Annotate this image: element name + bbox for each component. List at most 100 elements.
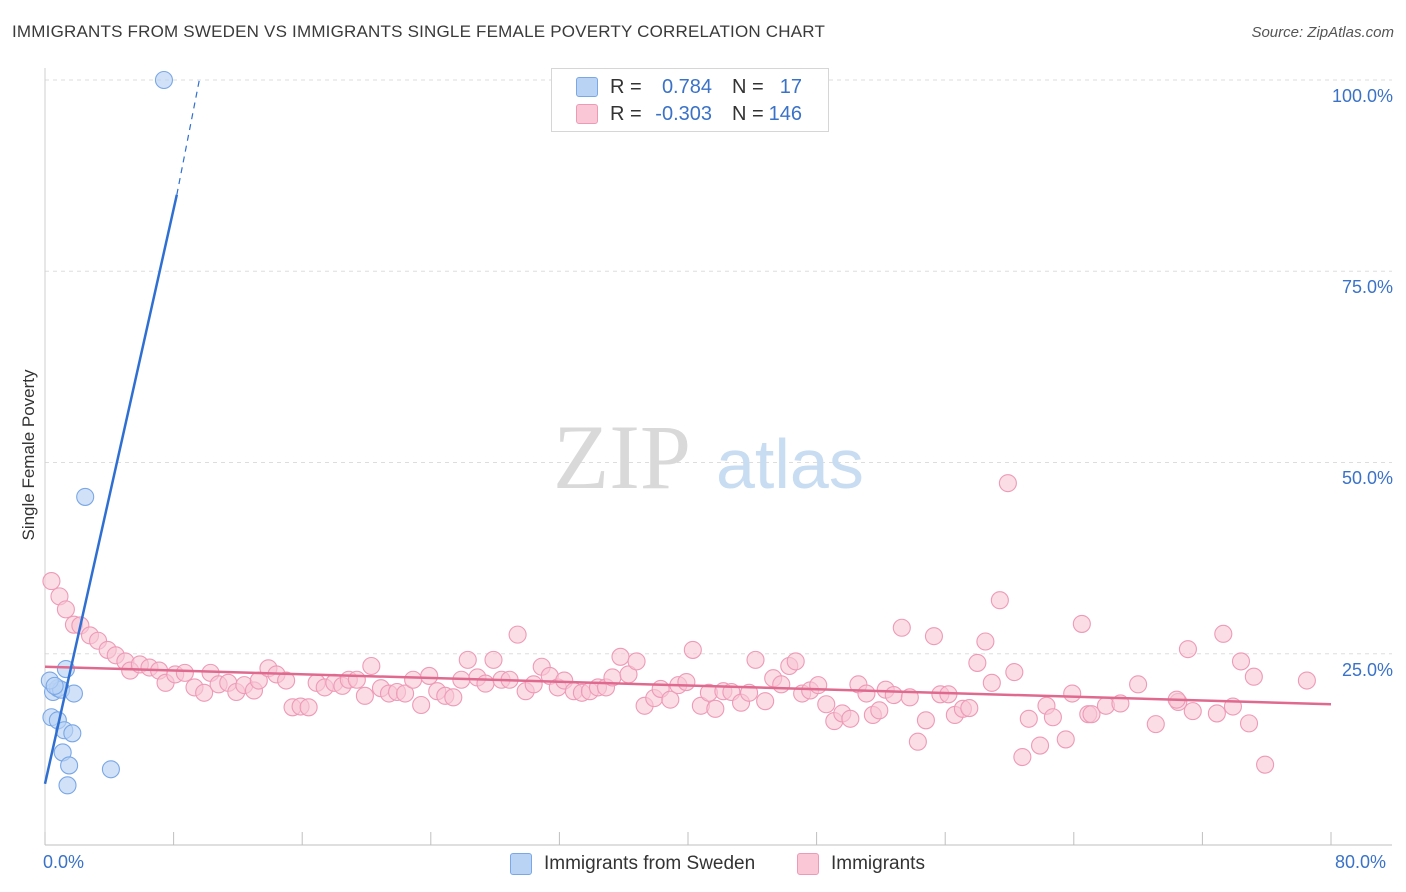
legend-n-value: 17 bbox=[779, 75, 802, 98]
x-tick-label-min: 0.0% bbox=[43, 852, 85, 872]
immigrants-point bbox=[42, 572, 61, 591]
immigrants-point bbox=[1239, 714, 1259, 733]
immigrants-point bbox=[884, 686, 903, 705]
legend-r-label: R = bbox=[610, 102, 642, 125]
sweden-point bbox=[76, 487, 95, 506]
immigrants-point bbox=[404, 670, 423, 689]
bottom-legend-label: Immigrants bbox=[831, 853, 925, 874]
sweden-point bbox=[154, 70, 174, 90]
y-tick-label: 50.0% bbox=[1341, 468, 1393, 488]
immigrants-point bbox=[960, 699, 979, 718]
immigrants-points bbox=[42, 474, 1316, 774]
immigrants-point bbox=[1043, 708, 1062, 727]
sweden-trendline bbox=[43, 194, 179, 785]
legend-n-value: 146 bbox=[768, 102, 802, 125]
correlation-legend: R = 0.784 N = 17 R = -0.303 N = 146 bbox=[551, 68, 829, 132]
immigrants-point bbox=[677, 673, 696, 692]
immigrants-point bbox=[627, 652, 646, 671]
immigrants-point bbox=[1056, 730, 1075, 749]
immigrants-point bbox=[786, 652, 805, 671]
y-tick-label: 75.0% bbox=[1341, 277, 1393, 297]
y-axis-label: Single Female Poverty bbox=[19, 369, 38, 541]
immigrants-point bbox=[444, 688, 463, 707]
immigrants-point bbox=[1019, 709, 1038, 728]
immigrants-point bbox=[1072, 614, 1091, 633]
immigrants-point bbox=[1256, 755, 1275, 774]
legend-swatch-pink bbox=[576, 104, 598, 124]
immigrants-point bbox=[924, 627, 943, 646]
bottom-legend-sweden: Immigrants from Sweden bbox=[510, 852, 755, 876]
immigrants-point bbox=[1214, 624, 1233, 643]
x-tick-label-max: 80.0% bbox=[1335, 852, 1387, 872]
bottom-legend-swatch-pink bbox=[797, 853, 819, 875]
legend-row-immigrants: R = -0.303 N = 146 bbox=[552, 102, 828, 126]
immigrants-point bbox=[1231, 652, 1251, 671]
legend-swatch-blue bbox=[576, 77, 598, 97]
immigrants-point bbox=[175, 663, 194, 682]
immigrants-point bbox=[990, 591, 1009, 610]
immigrants-point bbox=[1030, 736, 1050, 755]
immigrants-point bbox=[857, 684, 876, 703]
immigrants-point bbox=[508, 625, 527, 644]
trendlines bbox=[43, 79, 1332, 785]
sweden-point bbox=[64, 684, 83, 703]
immigrants-point bbox=[916, 711, 935, 730]
immigrants-point bbox=[892, 618, 911, 637]
immigrants-point bbox=[1146, 715, 1165, 734]
immigrants-point bbox=[817, 695, 836, 714]
immigrants-point bbox=[476, 674, 495, 693]
immigrants-point bbox=[611, 647, 630, 666]
immigrants-point bbox=[772, 675, 791, 694]
immigrants-point bbox=[299, 698, 318, 717]
legend-n-label: N = bbox=[732, 102, 764, 125]
immigrants-point bbox=[841, 709, 860, 728]
immigrants-point bbox=[706, 699, 725, 718]
immigrants-point bbox=[484, 650, 503, 669]
immigrants-point bbox=[524, 675, 543, 694]
watermark-atlas: atlas bbox=[716, 425, 864, 503]
immigrants-point bbox=[362, 656, 381, 676]
legend-r-value: 0.784 bbox=[661, 75, 712, 98]
legend-r-value: -0.303 bbox=[655, 102, 712, 125]
watermark: ZIP atlas bbox=[553, 406, 864, 508]
y-tick-label: 100.0% bbox=[1331, 86, 1393, 106]
immigrants-point bbox=[396, 684, 415, 703]
immigrants-point bbox=[756, 692, 775, 711]
immigrants-point bbox=[809, 676, 828, 695]
chart-title: IMMIGRANTS FROM SWEDEN VS IMMIGRANTS SIN… bbox=[12, 22, 826, 41]
immigrants-point bbox=[195, 683, 214, 702]
source-attribution: Source: ZipAtlas.com bbox=[1251, 24, 1394, 41]
immigrants-point bbox=[56, 600, 75, 619]
immigrants-trendline bbox=[44, 665, 1332, 706]
immigrants-point bbox=[746, 650, 765, 669]
y-tick-label: 25.0% bbox=[1341, 660, 1393, 680]
immigrants-point bbox=[1129, 675, 1148, 694]
legend-n-label: N = bbox=[732, 75, 764, 98]
immigrants-point bbox=[412, 695, 431, 715]
immigrants-point bbox=[976, 632, 995, 651]
bottom-legend-immigrants: Immigrants bbox=[797, 852, 925, 876]
watermark-zip: ZIP bbox=[553, 406, 691, 508]
sweden-trendline-extension bbox=[176, 79, 200, 195]
immigrants-point bbox=[998, 474, 1017, 493]
sweden-point bbox=[58, 776, 77, 795]
bottom-legend-swatch-blue bbox=[510, 853, 532, 875]
sweden-point bbox=[101, 760, 120, 779]
immigrants-point bbox=[1082, 705, 1101, 724]
sweden-points bbox=[40, 70, 174, 795]
immigrants-point bbox=[1063, 684, 1082, 703]
immigrants-point bbox=[683, 640, 702, 659]
legend-r-label: R = bbox=[610, 75, 642, 98]
immigrants-point bbox=[355, 686, 374, 705]
immigrants-point bbox=[1013, 747, 1032, 767]
immigrants-point bbox=[908, 732, 927, 751]
immigrants-point bbox=[347, 670, 366, 689]
immigrants-point bbox=[1005, 663, 1024, 682]
bottom-legend-label: Immigrants from Sweden bbox=[544, 853, 756, 874]
immigrants-point bbox=[277, 671, 296, 690]
sweden-point bbox=[63, 724, 82, 743]
immigrants-point bbox=[1244, 667, 1263, 686]
sweden-point bbox=[60, 756, 79, 775]
immigrants-point bbox=[1178, 640, 1197, 659]
